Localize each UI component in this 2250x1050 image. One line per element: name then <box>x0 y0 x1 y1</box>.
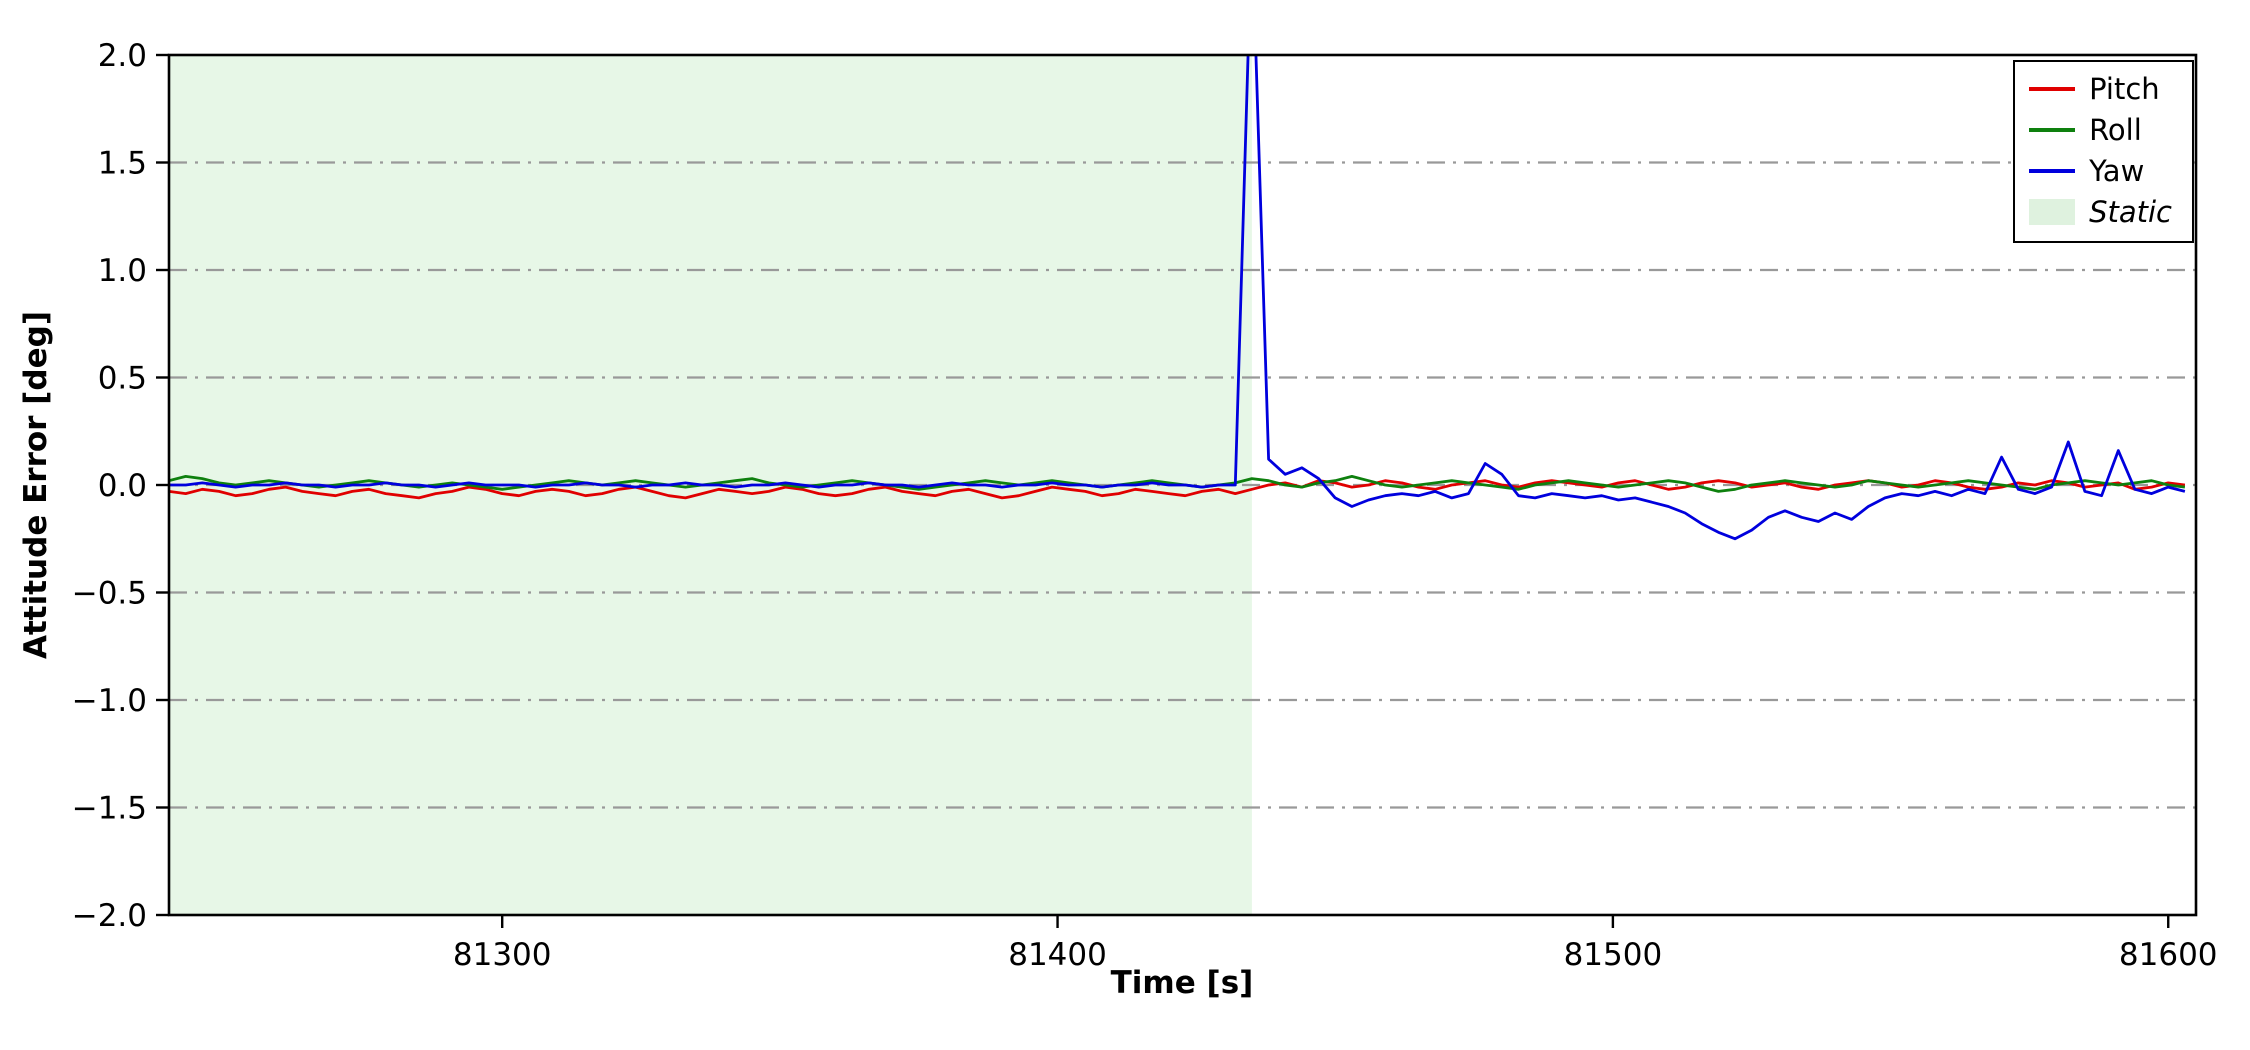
y-tick-label: −0.5 <box>72 576 147 612</box>
x-tick-label: 81300 <box>453 937 552 973</box>
series-group <box>169 55 2186 541</box>
legend-line-swatch-yaw <box>2029 169 2076 173</box>
legend-label-static: Static <box>2089 195 2172 229</box>
x-tick-label: 81400 <box>1008 937 1107 973</box>
legend-item-yaw: Yaw <box>2029 154 2172 188</box>
legend-label-yaw: Yaw <box>2089 154 2145 188</box>
y-tick-label: 0.0 <box>98 468 147 504</box>
series-line-pitch <box>169 479 2186 500</box>
legend-item-roll: Roll <box>2029 113 2172 147</box>
legend-item-pitch: Pitch <box>2029 72 2172 106</box>
legend-label-roll: Roll <box>2089 113 2142 147</box>
y-axis-label: Attitude Error [deg] <box>18 310 54 660</box>
legend: Pitch Roll Yaw Static <box>2013 60 2194 243</box>
legend-line-swatch-roll <box>2029 128 2076 132</box>
legend-line-swatch-pitch <box>2029 87 2076 91</box>
y-tick-label: 1.0 <box>98 253 147 289</box>
x-axis-label: Time [s] <box>1110 965 1254 1001</box>
series-line-yaw <box>169 55 2186 541</box>
y-tick-label: −2.0 <box>72 898 147 934</box>
y-tick-label: 1.5 <box>98 146 147 182</box>
y-tick-label: 0.5 <box>98 361 147 397</box>
y-tick-label: −1.5 <box>72 791 147 827</box>
y-tick-label: 2.0 <box>98 38 147 74</box>
legend-item-static: Static <box>2029 195 2172 229</box>
legend-patch-swatch-static <box>2029 199 2076 225</box>
legend-label-pitch: Pitch <box>2089 72 2160 106</box>
x-tick-label: 81600 <box>2119 937 2218 973</box>
x-tick-label: 81500 <box>1564 937 1663 973</box>
y-tick-label: −1.0 <box>72 683 147 719</box>
